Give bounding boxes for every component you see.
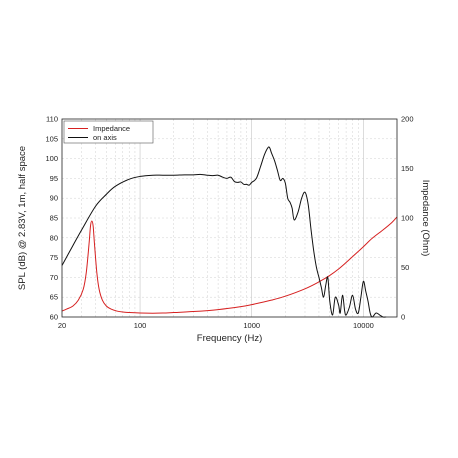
y2-tick-label: 150: [401, 164, 414, 173]
x-axis-label: Frequency (Hz): [197, 333, 262, 344]
y-axis-label: SPL (dB) @ 2.83V, 1m, half space: [17, 146, 28, 290]
legend: Impedance on axis: [63, 120, 154, 144]
legend-label-on-axis: on axis: [93, 133, 117, 142]
x-tick-label: 1000: [243, 321, 260, 330]
plot-frame: [61, 118, 398, 318]
y-tick-label: 90: [50, 194, 58, 203]
y2-tick-label: 200: [401, 115, 414, 124]
y2-tick-label: 100: [401, 214, 414, 223]
y-tick-label: 65: [50, 293, 58, 302]
y2-tick-label: 0: [401, 313, 405, 322]
legend-label-impedance: Impedance: [93, 124, 130, 133]
series-layer: [61, 146, 398, 318]
y-tick-label: 95: [50, 174, 58, 183]
y-tick-label: 75: [50, 253, 58, 262]
x-tick-label: 100: [134, 321, 147, 330]
y-tick-label: 60: [50, 313, 58, 322]
series-impedance-line: [61, 216, 398, 314]
y-tick-label: 80: [50, 233, 58, 242]
y-tick-label: 105: [45, 134, 58, 143]
y2-tick-label: 50: [401, 263, 409, 272]
y-tick-label: 70: [50, 273, 58, 282]
y-tick-label: 110: [46, 115, 58, 124]
series-on-axis-line: [61, 146, 387, 318]
x-tick-label: 20: [58, 321, 66, 330]
x-tick-label: 10000: [353, 321, 374, 330]
y-tick-label: 100: [45, 154, 58, 163]
y2-axis-label: Impedance (Ohm): [420, 180, 431, 257]
y-tick-label: 85: [50, 214, 58, 223]
tick-labels: 20 100 1000 10000 60 65 70 75 80 85 90 95 100 105 110 0…: [45, 115, 413, 331]
grid-lines: [62, 119, 397, 317]
